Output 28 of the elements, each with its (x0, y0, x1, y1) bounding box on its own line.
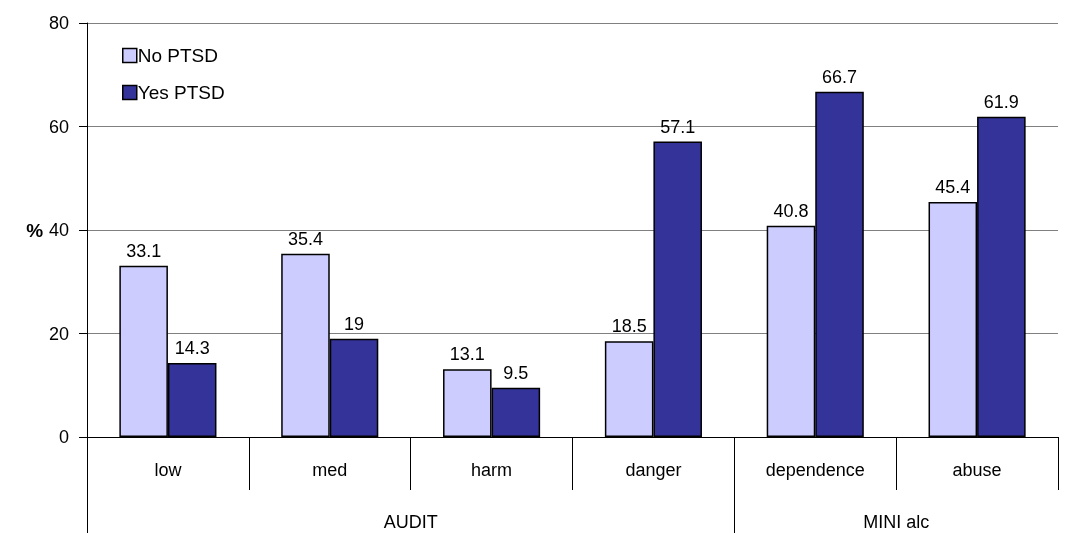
legend-label: Yes PTSD (137, 82, 225, 103)
y-tick-label: 60 (48, 116, 69, 137)
data-label: 9.5 (503, 362, 529, 383)
text: MINI alc (863, 512, 930, 532)
data-label: 35.4 (287, 228, 323, 249)
data-label: 40.8 (773, 200, 809, 221)
data-label: 45.4 (935, 177, 971, 198)
y-tick-label: 0 (58, 427, 69, 447)
data-label: 61.9 (983, 91, 1019, 112)
legend-label: No PTSD (137, 45, 218, 66)
y-tick-label: 80 (48, 13, 69, 33)
text: AUDIT (383, 512, 438, 532)
data-label: 18.5 (611, 316, 647, 337)
data-label: 66.7 (822, 66, 858, 87)
data-label: 19 (344, 313, 365, 334)
y-tick-label: 20 (48, 323, 69, 344)
x-tick-label: med (312, 460, 348, 480)
data-label: 33.1 (126, 240, 162, 261)
data-label: 13.1 (449, 344, 485, 365)
y-axis-title: % (26, 219, 44, 241)
x-tick-label: low (154, 460, 183, 480)
x-tick-label: dependence (765, 460, 865, 480)
x-tick-label: abuse (952, 460, 1002, 480)
x-tick-label: harm (471, 460, 513, 480)
data-label: 57.1 (660, 116, 696, 137)
y-tick-label: 40 (48, 220, 69, 240)
data-label: 14.3 (174, 338, 210, 358)
x-tick-label: danger (625, 460, 682, 480)
